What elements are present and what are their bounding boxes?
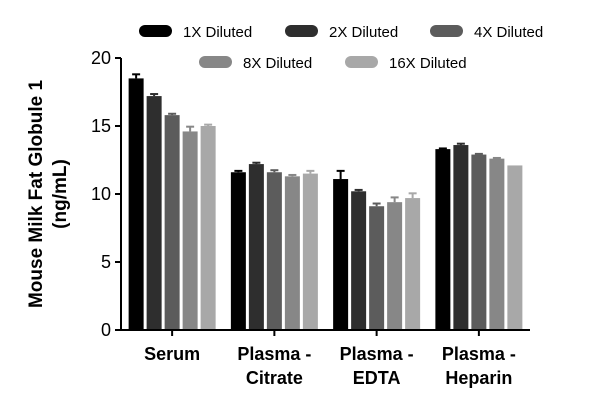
bar bbox=[435, 149, 451, 330]
bar bbox=[333, 179, 349, 330]
bar bbox=[128, 78, 144, 331]
y-axis-label: Mouse Milk Fat Globule 1 (ng/mL) bbox=[26, 80, 71, 308]
bar bbox=[302, 173, 318, 330]
bar bbox=[405, 198, 421, 330]
bar bbox=[182, 131, 198, 330]
x-tick-label: Plasma - bbox=[340, 344, 414, 364]
legend-label: 8X Diluted bbox=[243, 55, 312, 72]
bar bbox=[230, 172, 246, 330]
bar bbox=[387, 202, 403, 330]
y-tick-label: 15 bbox=[91, 116, 111, 136]
bars bbox=[128, 73, 523, 331]
bar bbox=[507, 165, 523, 330]
x-tick-label: EDTA bbox=[353, 368, 401, 388]
y-axis: 0 5 10 15 20 bbox=[91, 48, 122, 340]
x-tick-label: Citrate bbox=[246, 368, 303, 388]
y-axis-label-line: Mouse Milk Fat Globule 1 bbox=[26, 80, 47, 308]
bar bbox=[489, 158, 505, 330]
x-tick-label: Plasma - bbox=[237, 344, 311, 364]
x-axis: Serum Plasma - Citrate Plasma - EDTA Plasma -… bbox=[121, 329, 530, 388]
bar bbox=[200, 126, 216, 330]
bar bbox=[284, 176, 300, 330]
legend-label: 2X Diluted bbox=[329, 24, 398, 41]
legend: 1X Diluted 2X Diluted 4X Diluted 8X Diluted… bbox=[139, 24, 543, 72]
bar bbox=[351, 191, 367, 330]
legend-swatch bbox=[139, 25, 172, 37]
legend-label: 16X Diluted bbox=[389, 55, 467, 72]
legend-swatch bbox=[285, 25, 318, 37]
legend-label: 1X Diluted bbox=[183, 24, 252, 41]
bar bbox=[146, 96, 162, 330]
x-tick-label: Plasma - bbox=[442, 344, 516, 364]
y-tick-label: 5 bbox=[101, 252, 111, 272]
x-tick-label: Heparin bbox=[445, 368, 512, 388]
bar bbox=[164, 115, 180, 331]
bar bbox=[453, 145, 469, 330]
bar bbox=[248, 164, 264, 330]
legend-swatch bbox=[430, 25, 463, 37]
bar bbox=[369, 206, 385, 330]
bar bbox=[471, 154, 487, 330]
legend-swatch bbox=[199, 56, 232, 68]
y-tick-label: 10 bbox=[91, 184, 111, 204]
legend-swatch bbox=[345, 56, 378, 68]
y-tick-label: 0 bbox=[101, 320, 111, 340]
bar bbox=[266, 172, 282, 330]
y-axis-label-line: (ng/mL) bbox=[50, 159, 71, 229]
legend-label: 4X Diluted bbox=[474, 24, 543, 41]
y-tick-label: 20 bbox=[91, 48, 111, 68]
x-tick-label: Serum bbox=[144, 344, 200, 364]
